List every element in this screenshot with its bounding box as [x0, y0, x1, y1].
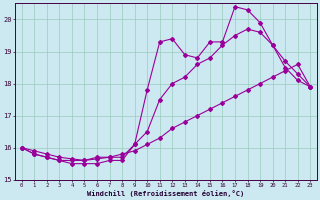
X-axis label: Windchill (Refroidissement éolien,°C): Windchill (Refroidissement éolien,°C): [87, 190, 244, 197]
